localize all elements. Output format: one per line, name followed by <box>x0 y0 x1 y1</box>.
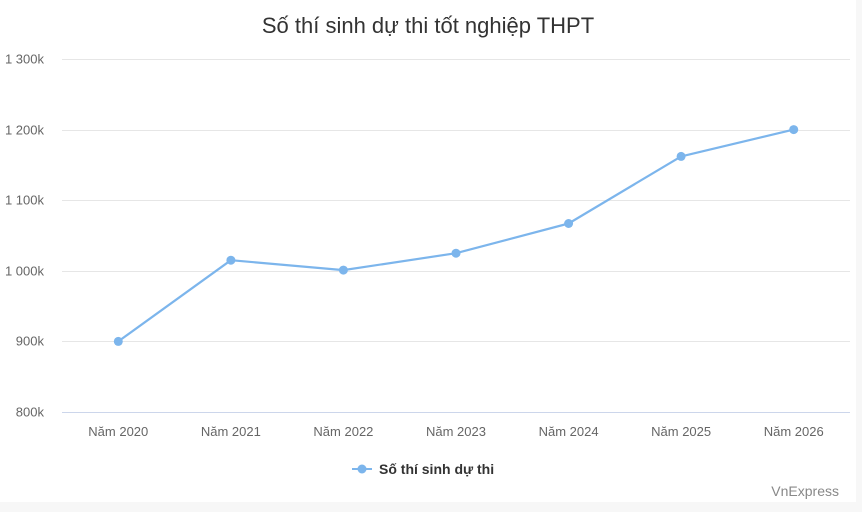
x-axis-labels: Năm 2020 Năm 2021 Năm 2022 Năm 2023 Năm 2024… <box>88 424 823 439</box>
data-point-1[interactable] <box>226 255 236 265</box>
data-point-6[interactable] <box>789 125 799 135</box>
chart-container: Số thí sinh dự thi tốt nghiệp THPT 800k 9… <box>4 13 850 499</box>
y-axis-labels: 800k 900k 1 000k 1 100k 1 200k 1 300k <box>5 52 45 420</box>
data-point-5[interactable] <box>676 151 686 161</box>
y-tick-label: 1 100k <box>5 193 45 208</box>
x-tick-label: Năm 2025 <box>651 424 711 439</box>
series-path[interactable] <box>117 128 795 343</box>
data-point-0[interactable] <box>113 336 123 346</box>
data-point-4[interactable] <box>564 219 574 228</box>
x-tick-label: Năm 2020 <box>88 424 148 439</box>
grid <box>62 59 850 342</box>
x-tick-label: Năm 2021 <box>201 424 261 439</box>
x-tick-label: Năm 2023 <box>426 424 486 439</box>
x-tick-label: Năm 2022 <box>313 424 373 439</box>
line-chart: Số thí sinh dự thi tốt nghiệp THPT 800k 9… <box>5 13 850 499</box>
chart-title: Số thí sinh dự thi tốt nghiệp THPT <box>262 13 594 38</box>
y-tick-label: 1 300k <box>5 52 45 67</box>
credit-label[interactable]: VnExpress <box>771 483 839 499</box>
y-tick-label: 1 000k <box>5 264 45 279</box>
y-tick-label: 1 200k <box>5 123 45 138</box>
x-tick-label: Năm 2026 <box>764 424 824 439</box>
x-tick-label: Năm 2024 <box>539 424 599 439</box>
data-point-3[interactable] <box>451 248 461 258</box>
legend[interactable]: Số thí sinh dự thi <box>352 461 494 477</box>
y-tick-label: 900k <box>16 334 45 349</box>
series-line[interactable] <box>113 125 799 346</box>
legend-marker-icon <box>357 464 367 474</box>
data-point-2[interactable] <box>338 265 348 275</box>
legend-label[interactable]: Số thí sinh dự thi <box>379 461 494 477</box>
y-tick-label: 800k <box>16 405 45 420</box>
